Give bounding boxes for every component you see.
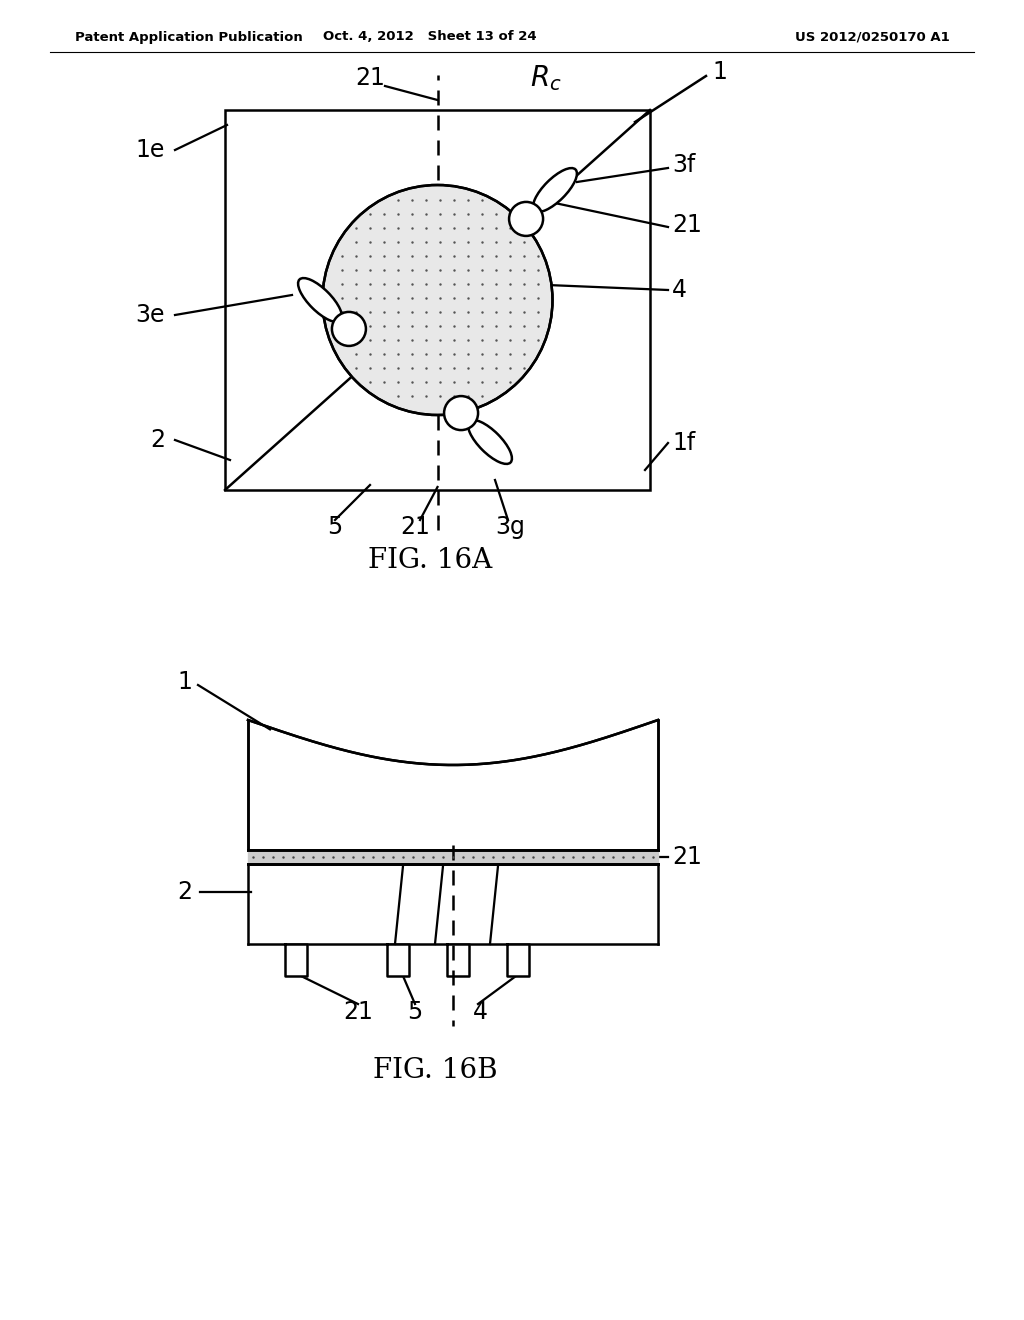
Text: Patent Application Publication: Patent Application Publication (75, 30, 303, 44)
Circle shape (332, 312, 366, 346)
Text: Oct. 4, 2012   Sheet 13 of 24: Oct. 4, 2012 Sheet 13 of 24 (324, 30, 537, 44)
Text: 21: 21 (672, 845, 701, 869)
Text: 3e: 3e (135, 304, 165, 327)
Text: 21: 21 (400, 515, 430, 539)
Ellipse shape (298, 279, 342, 322)
Text: 21: 21 (343, 1001, 373, 1024)
Text: 3g: 3g (495, 515, 525, 539)
Text: 1: 1 (712, 59, 727, 84)
Polygon shape (248, 865, 658, 944)
Text: 1f: 1f (672, 432, 695, 455)
Circle shape (444, 396, 478, 430)
Polygon shape (387, 944, 409, 975)
Text: FIG. 16A: FIG. 16A (368, 546, 493, 573)
Text: $R_c$: $R_c$ (530, 63, 562, 92)
Text: FIG. 16B: FIG. 16B (373, 1056, 498, 1084)
Text: 1e: 1e (135, 139, 165, 162)
Text: 3f: 3f (672, 153, 695, 177)
Ellipse shape (468, 420, 512, 463)
Ellipse shape (534, 168, 577, 213)
Polygon shape (285, 944, 307, 975)
Text: 2: 2 (150, 428, 165, 451)
Text: 1: 1 (177, 671, 193, 694)
Text: 21: 21 (672, 213, 701, 238)
Bar (225, 110, 650, 490)
Polygon shape (447, 944, 469, 975)
Text: 5: 5 (328, 515, 343, 539)
Circle shape (509, 202, 543, 236)
Text: 21: 21 (355, 66, 385, 90)
Circle shape (323, 185, 553, 414)
Text: 2: 2 (177, 880, 193, 904)
Polygon shape (248, 719, 658, 850)
Text: 5: 5 (408, 1001, 423, 1024)
Text: 4: 4 (472, 1001, 487, 1024)
Text: 4: 4 (672, 279, 687, 302)
Polygon shape (507, 944, 529, 975)
Text: US 2012/0250170 A1: US 2012/0250170 A1 (796, 30, 950, 44)
